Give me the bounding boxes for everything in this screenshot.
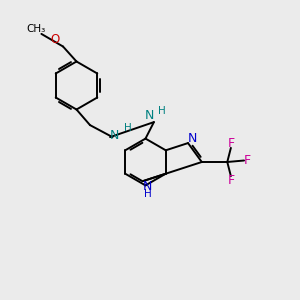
Text: F: F xyxy=(227,137,234,150)
Text: N: N xyxy=(109,129,119,142)
Text: N: N xyxy=(143,180,152,193)
Text: H: H xyxy=(158,106,165,116)
Text: CH₃: CH₃ xyxy=(26,23,46,34)
Text: N: N xyxy=(145,109,154,122)
Text: N: N xyxy=(188,132,197,146)
Text: F: F xyxy=(244,154,251,167)
Text: O: O xyxy=(50,33,59,46)
Text: F: F xyxy=(227,174,234,187)
Text: H: H xyxy=(144,188,152,199)
Text: H: H xyxy=(124,123,131,133)
